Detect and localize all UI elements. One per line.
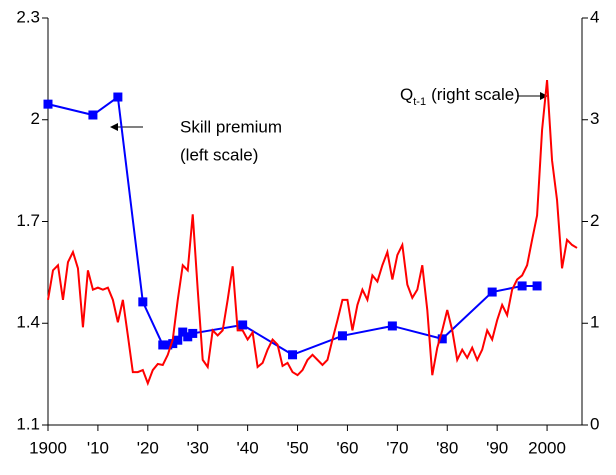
- annotation-text: Qt-1 (right scale): [400, 85, 520, 107]
- data-point: [138, 297, 148, 307]
- x-tick-label: '20: [137, 438, 159, 457]
- x-tick-label: 2000: [528, 438, 566, 457]
- annotation-text: Skill premium: [180, 117, 282, 136]
- annotation-text: (left scale): [180, 145, 258, 164]
- x-tick-label: '10: [87, 438, 109, 457]
- data-point: [337, 331, 347, 341]
- x-tick-label: '60: [336, 438, 358, 457]
- series-line: [47, 95, 538, 356]
- data-point: [437, 334, 447, 344]
- data-point: [168, 339, 178, 349]
- q-note: (right scale): [431, 85, 520, 104]
- y-tick-label: 1.1: [16, 414, 40, 433]
- y2-tick-label: 2: [590, 211, 599, 230]
- y-tick-label: 1.7: [16, 211, 40, 230]
- y2-tick-label: 1: [590, 313, 599, 332]
- x-tick-label: '70: [386, 438, 408, 457]
- data-point: [188, 328, 198, 338]
- data-point: [158, 340, 168, 350]
- arrow-head: [110, 123, 118, 131]
- data-point: [387, 321, 397, 331]
- x-tick-label: 1900: [29, 438, 67, 457]
- data-point: [183, 332, 193, 342]
- y2-tick-label: 0: [590, 414, 599, 433]
- y2-tick-label: 3: [590, 109, 599, 128]
- y-tick-label: 2.3: [16, 7, 40, 26]
- data-point: [88, 110, 98, 120]
- q-subscript: t-1: [413, 96, 426, 108]
- x-tick-label: '40: [237, 438, 259, 457]
- data-point: [487, 287, 497, 297]
- data-point: [288, 350, 298, 360]
- x-tick-label: '50: [286, 438, 308, 457]
- y2-tick-label: 4: [590, 7, 599, 26]
- data-point: [178, 327, 188, 337]
- q-annotation: Qt-1 (right scale): [400, 85, 548, 108]
- series-line: [47, 79, 578, 387]
- data-point: [113, 92, 123, 102]
- y-tick-label: 2: [31, 109, 40, 128]
- arrow-head: [540, 92, 548, 100]
- x-tick-label: '80: [436, 438, 458, 457]
- data-point: [163, 340, 173, 350]
- data-point: [532, 281, 542, 291]
- data-point: [238, 320, 248, 330]
- y-tick-label: 1.4: [16, 313, 40, 332]
- q-letter: Q: [400, 85, 413, 104]
- skill-annotation: Skill premium (left scale): [110, 117, 282, 164]
- data-point: [43, 99, 53, 109]
- x-tick-label: '30: [187, 438, 209, 457]
- x-tick-label: '90: [486, 438, 508, 457]
- data-point: [517, 281, 527, 291]
- data-point: [173, 335, 183, 345]
